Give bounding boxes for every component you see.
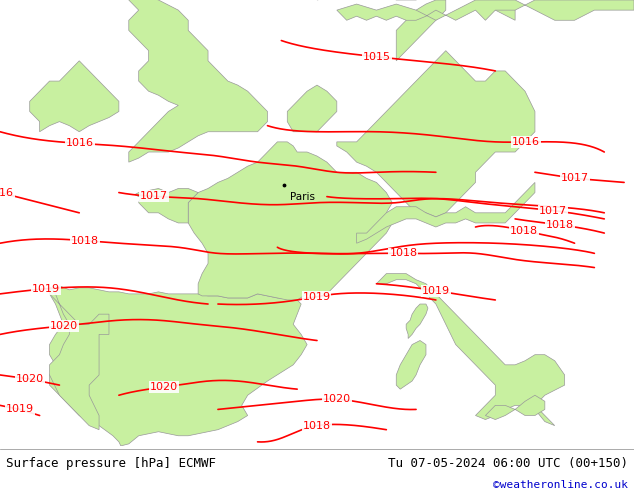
- Polygon shape: [134, 193, 143, 196]
- Text: 1018: 1018: [389, 248, 418, 258]
- Text: 1019: 1019: [422, 286, 450, 296]
- Polygon shape: [49, 286, 307, 446]
- Polygon shape: [396, 341, 426, 389]
- Text: 1020: 1020: [49, 321, 77, 331]
- Polygon shape: [287, 85, 337, 132]
- Text: 1018: 1018: [510, 226, 538, 236]
- Text: 1017: 1017: [539, 206, 567, 216]
- Text: 1016: 1016: [512, 137, 540, 147]
- Polygon shape: [337, 50, 535, 217]
- Text: 1019: 1019: [32, 284, 60, 294]
- Text: Tu 07-05-2024 06:00 UTC (00+150): Tu 07-05-2024 06:00 UTC (00+150): [387, 457, 628, 470]
- Text: 1020: 1020: [323, 394, 351, 404]
- Text: 1019: 1019: [302, 292, 330, 302]
- Polygon shape: [337, 0, 634, 20]
- Text: 1016: 1016: [66, 138, 94, 148]
- Text: 1018: 1018: [546, 220, 574, 230]
- Polygon shape: [356, 182, 535, 243]
- Text: 1019: 1019: [6, 404, 34, 415]
- Text: 1018: 1018: [303, 420, 331, 431]
- Text: Surface pressure [hPa] ECMWF: Surface pressure [hPa] ECMWF: [6, 457, 216, 470]
- Polygon shape: [377, 273, 565, 426]
- Text: 1017: 1017: [139, 192, 168, 201]
- Polygon shape: [317, 0, 515, 20]
- Text: 1018: 1018: [71, 236, 100, 245]
- Text: 1020: 1020: [150, 382, 178, 392]
- Polygon shape: [406, 304, 428, 339]
- Polygon shape: [129, 0, 268, 162]
- Polygon shape: [139, 189, 198, 223]
- Text: 1016: 1016: [0, 188, 14, 197]
- Polygon shape: [49, 288, 109, 430]
- Text: Paris: Paris: [290, 192, 315, 201]
- Polygon shape: [188, 142, 392, 300]
- Text: 1020: 1020: [16, 374, 44, 384]
- Text: 1015: 1015: [363, 52, 391, 62]
- Polygon shape: [30, 61, 119, 132]
- Text: ©weatheronline.co.uk: ©weatheronline.co.uk: [493, 480, 628, 490]
- Polygon shape: [396, 0, 446, 61]
- Polygon shape: [486, 395, 545, 419]
- Text: 1017: 1017: [560, 173, 588, 183]
